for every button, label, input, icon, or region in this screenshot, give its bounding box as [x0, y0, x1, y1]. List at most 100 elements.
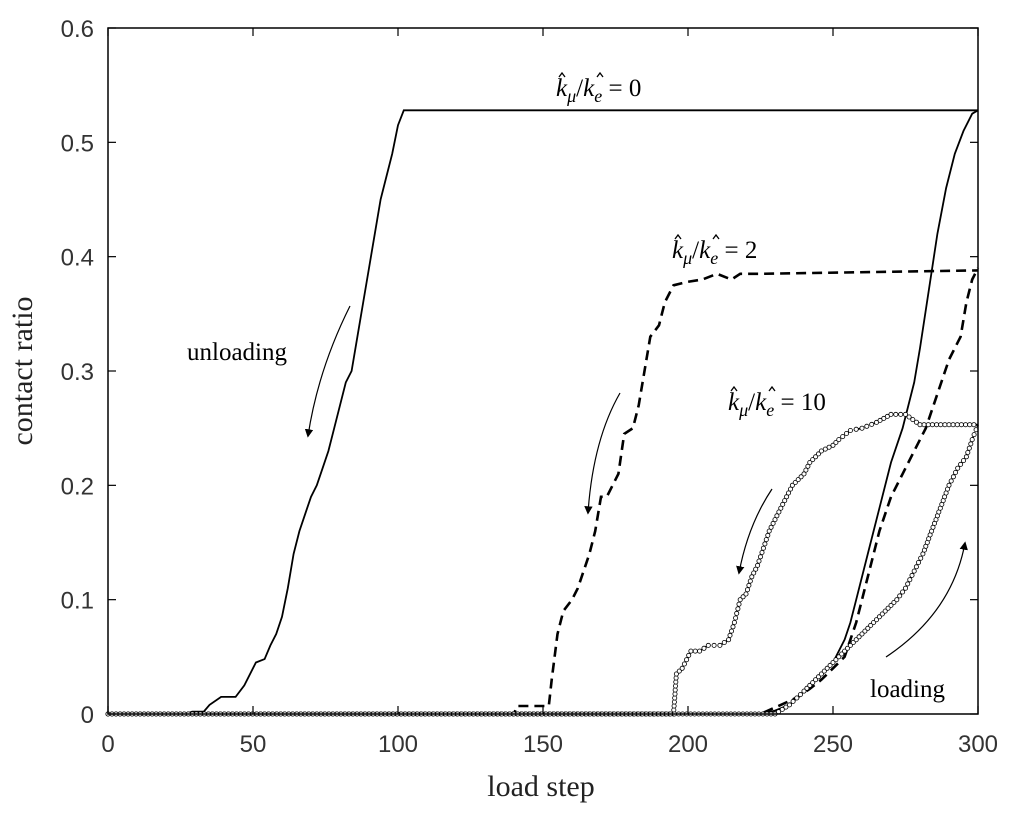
x-tick-label: 150	[523, 731, 563, 758]
annotation-arrows	[304, 305, 968, 658]
series-2-unloading-marker	[910, 417, 916, 423]
series-2-loading-marker	[868, 622, 874, 628]
hat-marks	[558, 71, 776, 392]
series-1-loading-line	[108, 267, 980, 716]
series-2-unloading-marker	[672, 695, 678, 701]
series-2-unloading-marker	[810, 457, 816, 463]
series-2-loading-marker	[787, 702, 793, 708]
series-2-unloading-marker	[672, 691, 678, 697]
series-2-unloading-marker	[780, 501, 786, 507]
series-2-unloading-marker	[673, 675, 679, 681]
hat-mark	[558, 71, 566, 78]
series-2-loading-marker	[853, 637, 859, 643]
series-2-unloading-marker	[801, 471, 807, 477]
series-2-loading-line	[108, 424, 979, 715]
x-tick-label: 200	[668, 731, 708, 758]
series-2-unloading-marker	[963, 422, 969, 428]
series-2-unloading-marker	[673, 671, 679, 677]
series-2-unloading-marker	[774, 513, 780, 519]
label-k2: k	[583, 75, 595, 102]
series-2-loading-marker	[946, 482, 952, 488]
series-2-loading-marker	[955, 465, 961, 471]
series-2-unloading-marker	[803, 467, 809, 473]
series-2-unloading-marker	[762, 541, 768, 547]
series-2-unloading-marker	[759, 550, 765, 556]
y-tick-label: 0	[81, 702, 94, 729]
series-2-unloading-marker	[786, 490, 792, 496]
series-2-unloading-marker	[697, 648, 703, 654]
series-2-unloading-marker	[776, 509, 782, 515]
y-tick-label: 0.1	[61, 588, 94, 615]
hat-mark	[768, 385, 776, 392]
y-tick-label: 0.6	[61, 16, 94, 43]
series-2-loading-marker	[801, 688, 807, 694]
series-2-unloading-marker	[921, 422, 927, 428]
series-2-unloading-marker	[755, 562, 761, 568]
series-layer	[105, 109, 980, 717]
series-2-unloading-line	[108, 413, 978, 715]
series-2-unloading-marker	[768, 524, 774, 530]
series-2-loading-marker	[885, 605, 891, 611]
series-2-loading-marker	[897, 593, 903, 599]
series-2-unloading-marker	[684, 657, 690, 663]
series-2-unloading-marker	[805, 463, 811, 469]
series-2-loading-marker	[856, 634, 862, 640]
series-2-loading-marker	[961, 458, 967, 464]
series-2-unloading-marker	[726, 637, 732, 643]
label-value: 10	[801, 389, 826, 416]
series-2-loading-marker	[879, 611, 885, 617]
series-2-loading-marker	[966, 445, 972, 451]
series-2-unloading-marker	[673, 679, 679, 685]
series-2-loading-marker	[900, 589, 906, 595]
series-2-loading-marker	[790, 698, 796, 704]
label-k2: k	[755, 389, 767, 416]
series-2-unloading-marker	[906, 414, 912, 420]
series-2-unloading-marker	[733, 615, 739, 621]
hat-mark	[674, 233, 682, 240]
series-2-loading-marker	[958, 461, 964, 467]
series-2-unloading-marker	[701, 645, 707, 651]
series-2-unloading-marker	[954, 422, 960, 428]
series-2-unloading-marker	[830, 442, 836, 448]
label-k2: k	[699, 237, 711, 264]
label-sub1: μ	[738, 400, 748, 420]
series-2-loading-marker	[948, 478, 954, 484]
series-2-unloading-marker	[743, 591, 749, 597]
series-2-loading-marker	[916, 560, 922, 566]
x-tick-label: 100	[378, 731, 418, 758]
annotation-loading: loading	[870, 676, 945, 703]
label-eq: =	[602, 75, 629, 102]
series-2-loading-marker	[797, 692, 803, 698]
series-2-loading-marker	[827, 662, 833, 668]
series-2-loading-marker	[871, 620, 877, 626]
series-2-loading-marker	[783, 704, 789, 710]
loading-arrow	[885, 541, 968, 658]
series-2-unloading-marker	[813, 454, 819, 460]
series-2-unloading-marker	[847, 427, 853, 433]
series-2-unloading-marker	[760, 545, 766, 551]
series-2-unloading-marker	[942, 422, 948, 428]
series-2-unloading-marker	[946, 422, 952, 428]
series-label-k10: kμ/ke = 10	[728, 389, 826, 420]
series-2-unloading-marker	[765, 532, 771, 538]
series-2-unloading-marker	[934, 422, 940, 428]
annotation-unloading: unloading	[187, 339, 287, 366]
series-2-loading-marker	[794, 695, 800, 701]
series-2-unloading-marker	[844, 430, 850, 436]
series-2-unloading-marker	[789, 482, 795, 488]
series-2-unloading-marker	[671, 699, 677, 705]
label-k1: k	[556, 75, 568, 102]
series-2-loading-marker	[824, 665, 830, 671]
series-2-loading-marker	[965, 449, 971, 455]
series-1-unloading-line	[108, 269, 979, 716]
series-2-unloading-marker	[672, 687, 678, 693]
series-2-unloading-marker	[822, 446, 828, 452]
series-2-unloading-marker	[925, 422, 931, 428]
series-2-loading-marker	[918, 555, 924, 561]
label-eq: =	[718, 237, 745, 264]
series-2-loading-marker	[971, 432, 977, 438]
series-2-unloading-marker	[816, 451, 822, 457]
series-2-unloading-marker	[881, 415, 887, 421]
series-2-loading-marker	[968, 441, 974, 447]
